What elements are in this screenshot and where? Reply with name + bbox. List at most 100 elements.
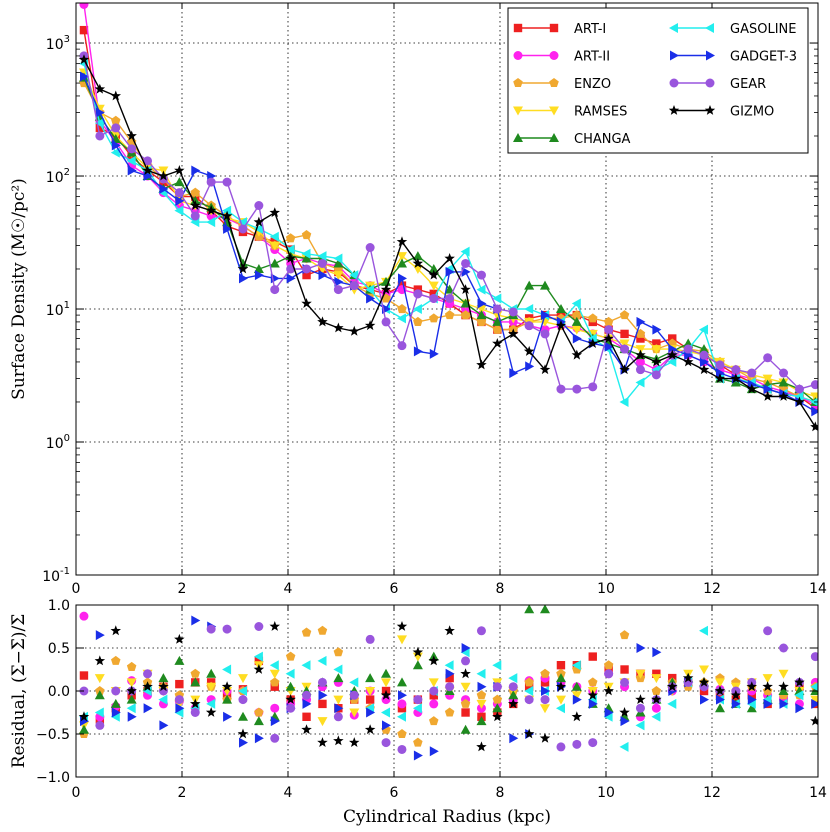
residual-point (460, 682, 471, 692)
residual-point (461, 643, 471, 653)
residual-point (445, 668, 455, 679)
residual-point (652, 647, 662, 658)
data-point (412, 258, 424, 268)
data-point (143, 156, 153, 166)
legend-marker (513, 51, 523, 60)
data-point (412, 304, 422, 314)
residual-point (635, 669, 646, 679)
legend-marker (513, 106, 523, 116)
data-point (397, 304, 407, 314)
residual-point (301, 660, 311, 671)
legend-item-art-i: ART-I (513, 22, 606, 37)
residual-point (556, 695, 566, 705)
residual-point (460, 668, 471, 679)
residual-point (476, 699, 487, 709)
data-point (604, 341, 614, 352)
data-point (111, 123, 121, 133)
data-point (190, 211, 200, 221)
data-point (381, 317, 391, 327)
residual-point (398, 690, 407, 701)
residual-point (78, 711, 90, 722)
data-point (238, 217, 247, 228)
residual-point (763, 626, 773, 636)
residual-point (285, 651, 296, 661)
data-point (333, 285, 343, 295)
residual-point (778, 686, 789, 695)
residual-point (221, 681, 233, 692)
data-point (572, 384, 582, 394)
residual-point (731, 698, 741, 709)
data-point (572, 310, 582, 320)
data-point (778, 377, 789, 387)
residual-point (286, 703, 296, 713)
data-point (366, 293, 376, 304)
data-point (523, 345, 535, 356)
data-point (603, 316, 614, 326)
data-point (794, 391, 804, 402)
residual-point (190, 668, 200, 678)
data-point (302, 264, 312, 274)
residual-point (238, 695, 248, 705)
residual-point (651, 694, 662, 704)
data-point (635, 365, 645, 375)
residual-point (635, 720, 645, 731)
residual-point (412, 703, 422, 714)
data-point (269, 207, 280, 218)
xtick-label: 14 (809, 785, 827, 801)
data-point (175, 195, 185, 206)
residual-point (571, 681, 582, 691)
residual-point (301, 724, 312, 735)
legend-item-enzo: ENZO (513, 77, 611, 92)
residual-point (556, 661, 566, 670)
legend-item-gear: GEAR (669, 77, 766, 92)
data-point (349, 270, 359, 281)
legend-label: ENZO (574, 77, 611, 92)
residual-point (461, 708, 470, 717)
data-point (111, 140, 121, 151)
residual-point (619, 707, 630, 717)
top-ylabel: Surface Density (M☉/pc²) (9, 178, 29, 400)
residual-point (444, 707, 455, 717)
residual-point (509, 733, 519, 744)
residual-point (159, 720, 169, 731)
residual-point (492, 660, 502, 671)
data-point (428, 269, 439, 280)
data-point (253, 264, 264, 273)
residual-point (413, 737, 423, 747)
top-series (78, 3, 818, 432)
residual-point (396, 621, 408, 631)
data-point (635, 357, 645, 367)
xtick-label: 2 (178, 785, 187, 801)
data-point (428, 281, 439, 291)
residual-point (111, 686, 121, 696)
residual-point (476, 690, 487, 700)
data-point (174, 165, 185, 175)
bottom-panel: 0 2 4 6 8 10 12 14 −1.0 −0.5 0.0 0.5 1.0 Residual, (… (9, 598, 827, 827)
residual-point (270, 677, 280, 687)
legend-marker (549, 106, 559, 116)
legend-marker (513, 78, 523, 87)
legend-marker (668, 105, 680, 115)
data-point (94, 83, 106, 94)
residual-point (237, 728, 249, 739)
data-point (794, 384, 804, 394)
data-point (810, 380, 818, 390)
residual-point (94, 655, 106, 666)
top-xtick-label: 10 (597, 581, 615, 597)
data-point (190, 187, 200, 197)
data-point (636, 334, 645, 343)
data-point (778, 391, 789, 401)
residual-point (254, 733, 264, 744)
data-point (413, 316, 423, 326)
data-point (413, 289, 423, 299)
residual-point (269, 621, 280, 631)
residual-point (317, 737, 328, 747)
data-point (397, 313, 406, 324)
data-point (191, 165, 201, 176)
residual-point (651, 686, 662, 695)
data-point (682, 356, 694, 367)
residual-point (285, 668, 295, 679)
residual-point (397, 635, 407, 645)
data-point (126, 130, 137, 141)
residual-point (541, 686, 550, 696)
